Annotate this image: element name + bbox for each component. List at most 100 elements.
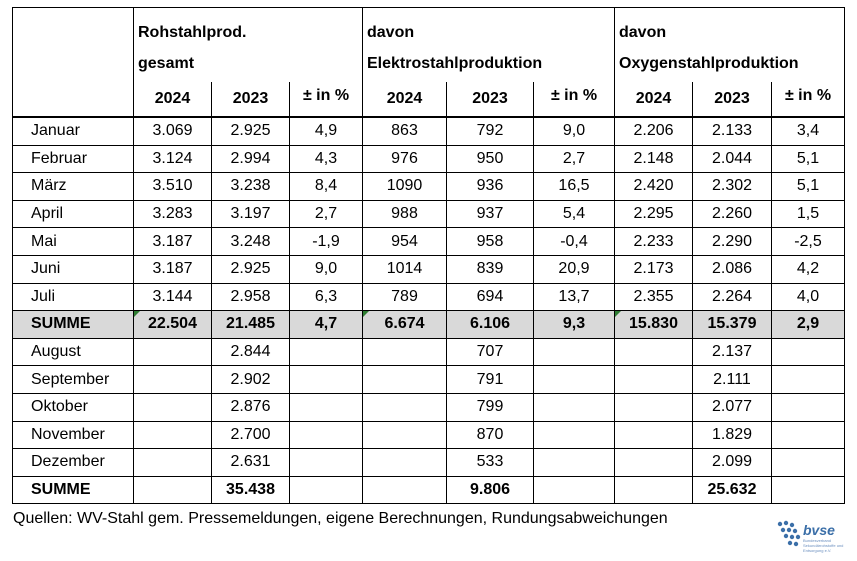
cell-value [614,420,693,450]
cell-value: 2.902 [211,365,290,394]
cell-value [133,365,212,394]
cell-value: 2.700 [211,420,290,450]
header-corner [12,7,134,46]
cell-value: 2.264 [692,282,772,312]
row-label: Dezember [12,448,134,477]
cell-value: 20,9 [533,254,615,284]
cell-value [614,392,693,422]
cell-value: 2.077 [692,392,772,422]
cell-value [771,337,845,367]
cell-value: 8,4 [289,172,363,201]
row-label: Juli [12,282,134,312]
cell-value: 2.044 [692,144,772,174]
cell-value: 3.187 [133,227,212,256]
cell-value: 25.632 [692,475,772,505]
cell-value: 3.187 [133,254,212,284]
cell-value: 5,1 [771,172,845,201]
cell-value [289,337,363,367]
cell-value: 21.485 [211,310,290,339]
cell-value: -2,5 [771,227,845,256]
cell-value: 3.124 [133,144,212,174]
header-rohstahl: Rohstahlprod. [133,7,363,46]
year-2023-header: 2023 [446,82,534,118]
cell-value [362,365,447,394]
cell-value: 958 [446,227,534,256]
cell-value: 15.830 [614,310,693,339]
header-elektrostahlproduktion: Elektrostahlproduktion [362,46,615,82]
cell-value: 950 [446,144,534,174]
cell-value: 792 [446,115,534,146]
header-corner-3 [12,82,134,118]
cell-value [133,392,212,422]
steel-production-table: Rohstahlprod. davon davon gesamt Elektro… [12,7,845,505]
row-label: Februar [12,144,134,174]
cell-value: 6.106 [446,310,534,339]
cell-value [533,420,615,450]
cell-value: 2.133 [692,115,772,146]
cell-value: 3.238 [211,172,290,201]
row-label: Oktober [12,392,134,422]
cell-value [614,365,693,394]
cell-value: 1090 [362,172,447,201]
cell-value: 2.302 [692,172,772,201]
cell-value [362,392,447,422]
cell-value: 1,5 [771,199,845,229]
cell-value: 2.420 [614,172,693,201]
cell-value [362,475,447,505]
cell-value: 954 [362,227,447,256]
pct-change-header: ± in % [289,82,363,118]
cell-value: 9.806 [446,475,534,505]
cell-value: -1,9 [289,227,363,256]
table-row: März 3.510 3.238 8,4 1090 936 16,5 2.420 2.302 5,… [12,172,845,201]
table-row: April 3.283 3.197 2,7 988 937 5,4 2.295 2.260 1,5 [12,199,845,229]
cell-value: 2.844 [211,337,290,367]
cell-value: 4,9 [289,115,363,146]
cell-value: 799 [446,392,534,422]
cell-value: 4,3 [289,144,363,174]
row-label: August [12,337,134,367]
cell-value: 2.099 [692,448,772,477]
bvse-logo: bvse Bundesverband Sekundärrohstoffe und… [776,516,846,556]
bvse-logo-tagline: Bundesverband Sekundärrohstoffe und Ents… [803,538,844,553]
cell-value: 4,0 [771,282,845,312]
cell-value: 16,5 [533,172,615,201]
cell-value [133,448,212,477]
cell-value: 9,3 [533,310,615,339]
cell-value [533,392,615,422]
cell-value: 5,4 [533,199,615,229]
cell-value: 2.631 [211,448,290,477]
cell-value [533,365,615,394]
cell-value: 2.994 [211,144,290,174]
cell-value [289,475,363,505]
row-label: SUMME [12,475,134,505]
cell-value [362,337,447,367]
cell-value: 2,7 [533,144,615,174]
cell-value: 2.876 [211,392,290,422]
row-label: Juni [12,254,134,284]
cell-value [771,448,845,477]
cell-value: 937 [446,199,534,229]
cell-value [362,448,447,477]
cell-value [289,365,363,394]
year-2023-header: 2023 [211,82,290,118]
cell-value: 3.144 [133,282,212,312]
cell-value: 2.111 [692,365,772,394]
cell-value [771,392,845,422]
source-note: Quellen: WV-Stahl gem. Pressemeldungen, … [13,510,668,527]
cell-value: 2.925 [211,115,290,146]
cell-value: 988 [362,199,447,229]
header-oxygen-davon: davon [614,7,845,46]
cell-value [771,365,845,394]
cell-value: 6,3 [289,282,363,312]
table-row: November 2.700 870 1.829 [12,420,845,450]
cell-value [771,420,845,450]
cell-value: 789 [362,282,447,312]
year-2024-header: 2024 [614,82,693,118]
cell-value: 1014 [362,254,447,284]
cell-value: 976 [362,144,447,174]
row-label: April [12,199,134,229]
cell-value [614,448,693,477]
summe-row: SUMME 22.504 21.485 4,7 6.674 6.106 9,3 15.830 1… [12,310,845,339]
row-label: SUMME [12,310,134,339]
table-row: Februar 3.124 2.994 4,3 976 950 2,7 2.148 2.044 5… [12,144,845,174]
